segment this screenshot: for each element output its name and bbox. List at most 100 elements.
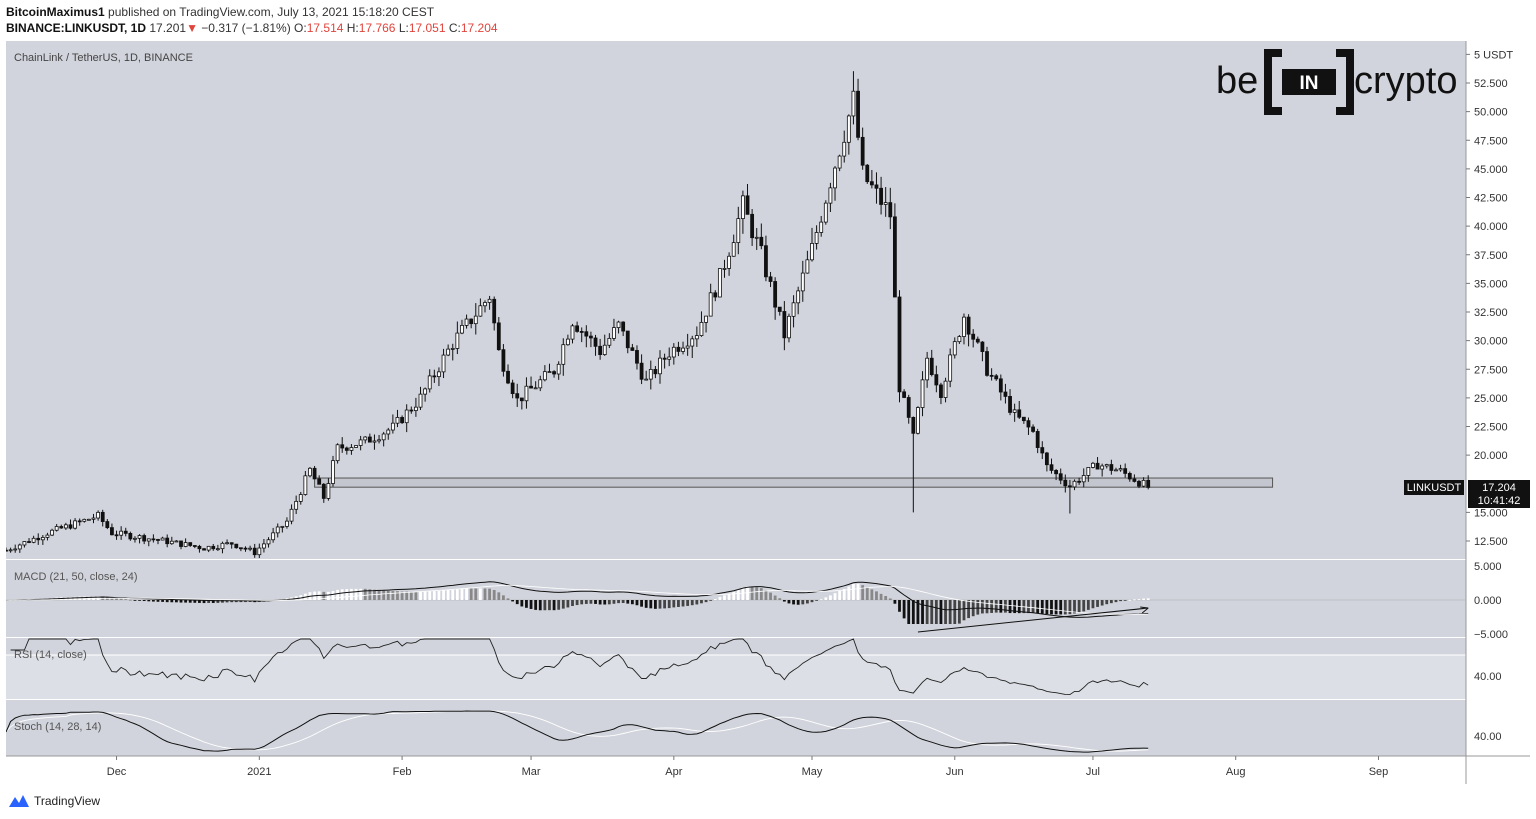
stoch-k-line [5, 710, 1149, 753]
macd-histogram-bar [819, 599, 823, 601]
macd-histogram-bar [502, 595, 505, 600]
candle-body [220, 542, 225, 550]
candle-body [713, 292, 718, 298]
macd-histogram-bar [985, 600, 989, 614]
close-value: 17.204 [460, 21, 498, 35]
price-tick-label: 45.000 [1474, 164, 1508, 176]
macd-histogram-bar [1063, 600, 1067, 615]
macd-histogram-bar [709, 600, 713, 601]
macd-histogram-bar [225, 600, 229, 603]
macd-histogram-bar [1027, 600, 1030, 614]
candle-body [174, 540, 179, 543]
author-name[interactable]: BitcoinMaximus1 [6, 5, 105, 19]
macd-histogram-bar [875, 591, 878, 600]
macd-histogram-bar [442, 590, 445, 600]
high-value: 17.766 [358, 21, 396, 35]
macd-histogram-bar [331, 591, 335, 600]
candle-body [962, 316, 966, 337]
chart-svg[interactable]: ChainLink / TetherUS, 1D, BINANCE be IN … [4, 41, 1530, 784]
pair-label: ChainLink / TetherUS, 1D, BINANCE [14, 52, 193, 64]
candle-body [1021, 416, 1026, 422]
candle-body [731, 242, 736, 257]
candle-body [1026, 420, 1031, 428]
candle-body [934, 374, 939, 386]
macd-histogram-bar [175, 600, 178, 603]
macd-histogram-bar [769, 592, 772, 600]
candle-body [211, 545, 216, 550]
price-pane[interactable] [6, 41, 1466, 559]
macd-histogram-bar [483, 588, 487, 600]
price-tag: LINKUSDT 17.204 10:41:42 [1404, 480, 1530, 508]
candle-body [994, 375, 999, 380]
candle-body [22, 541, 27, 546]
macd-histogram-bar [506, 598, 510, 600]
macd-histogram-bar [1031, 600, 1035, 614]
candle-body [902, 391, 907, 398]
candle-body [694, 335, 699, 340]
candle-body [1077, 480, 1082, 483]
candle-body [437, 371, 441, 378]
macd-histogram-bar [594, 600, 597, 604]
candle-body [939, 384, 943, 398]
macd-histogram-bar [746, 586, 749, 600]
candle-body [768, 276, 773, 282]
open-label: O: [294, 21, 307, 35]
candle-body [395, 417, 400, 424]
footer-brand[interactable]: TradingView [34, 794, 101, 808]
logo-right-text: crypto [1354, 60, 1457, 102]
candle-body [892, 216, 897, 298]
last-price: 17.201 [149, 21, 187, 35]
candle-body [842, 141, 847, 157]
macd-histogram-bar [838, 591, 842, 600]
time-tick-label: Jun [946, 766, 964, 778]
macd-histogram-bar [207, 600, 211, 603]
stoch-d-line [5, 710, 1149, 752]
candle-body [722, 267, 727, 270]
change-value: −0.317 (−1.81%) [201, 21, 291, 35]
candle-body [519, 397, 524, 402]
macd-histogram-bar [962, 600, 966, 621]
candle-body [492, 298, 497, 324]
candle-body [630, 347, 635, 351]
macd-histogram-bar [911, 600, 915, 624]
candle-body [1008, 396, 1012, 413]
price-tag-countdown: 10:41:42 [1478, 495, 1521, 507]
macd-histogram-bar [446, 589, 450, 600]
macd-histogram-bar [340, 589, 344, 600]
macd-histogram-bar [1068, 600, 1072, 615]
time-tick-label: Apr [665, 766, 682, 778]
candle-body [17, 544, 22, 550]
candle-body [584, 331, 589, 337]
macd-histogram-bar [170, 600, 174, 603]
candle-body [607, 337, 612, 346]
candle-body [169, 540, 174, 545]
macd-histogram-bar [354, 588, 358, 600]
macd-histogram-bar [852, 583, 855, 600]
price-axis[interactable] [1466, 41, 1530, 784]
macd-divergence-line [917, 607, 1149, 633]
macd-histogram-bar [460, 588, 464, 600]
macd-histogram-bar [934, 600, 938, 624]
candle-body [229, 542, 234, 545]
macd-histogram-bar [584, 600, 588, 604]
candle-body [206, 545, 211, 551]
macd-histogram-bar [621, 600, 625, 603]
candle-body [810, 242, 814, 261]
candle-body [911, 416, 916, 434]
chart-container[interactable]: ChainLink / TetherUS, 1D, BINANCE be IN … [4, 41, 1530, 784]
macd-histogram-bar [184, 600, 188, 603]
symbol-tag [1404, 480, 1464, 495]
macd-histogram-bar [359, 588, 363, 600]
macd-tick-label: 0.000 [1474, 595, 1502, 607]
macd-histogram-bar [543, 600, 547, 611]
candle-body [704, 315, 708, 323]
macd-histogram-bar [759, 588, 763, 600]
candle-body [303, 475, 308, 495]
support-zone-layer [314, 477, 1274, 488]
candle-body [943, 380, 948, 398]
macd-histogram-bar [455, 589, 459, 600]
candle-body [133, 537, 137, 540]
macd-histogram-bar [888, 598, 892, 600]
macd-pane[interactable] [6, 560, 1466, 637]
candle-body [8, 549, 13, 552]
